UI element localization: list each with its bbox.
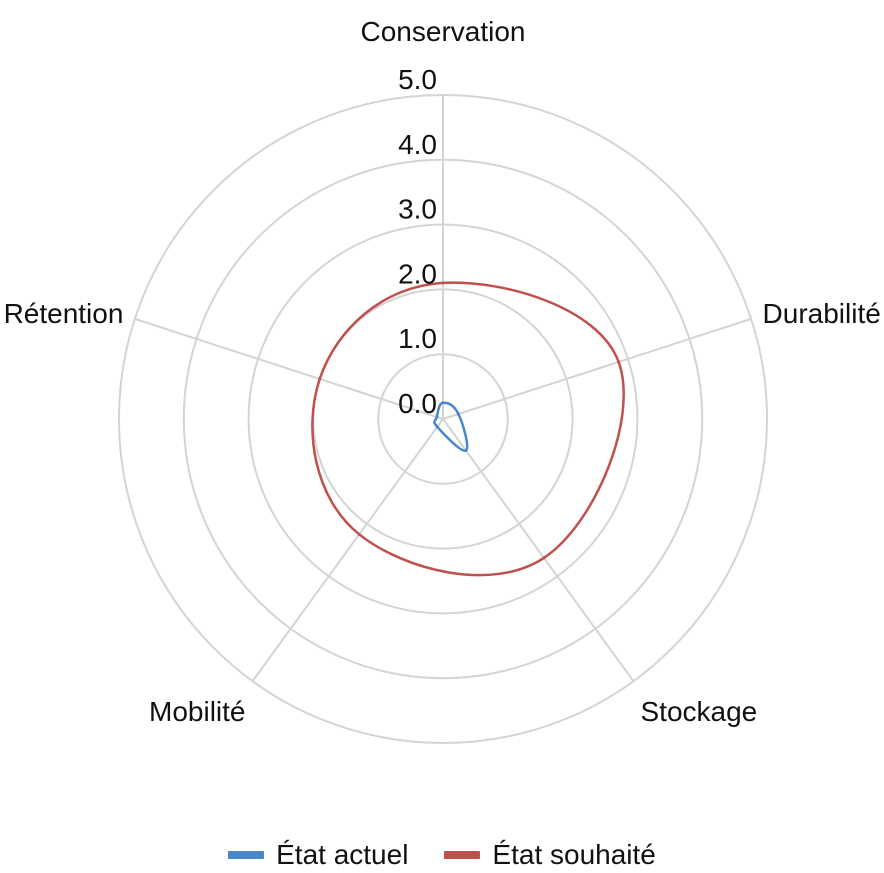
radar-series: [311, 281, 625, 577]
series-line-1: [311, 281, 625, 577]
spoke-4: [134, 317, 444, 420]
series-1-point-2: [542, 556, 546, 560]
legend-item-current[interactable]: État actuel: [228, 838, 408, 872]
axis-label-1: Durabilité: [763, 298, 881, 329]
spoke-2: [442, 418, 635, 682]
radar-spokes: [134, 95, 752, 682]
series-0-point-1: [456, 412, 460, 416]
tick-label-5: 5.0: [398, 64, 437, 95]
legend-swatch-current: [228, 851, 265, 859]
axis-labels: Conservation Durabilité Stockage Mobilité Ré…: [4, 16, 881, 727]
tick-label-2: 2.0: [398, 258, 437, 289]
legend-label-current: État actuel: [276, 839, 409, 870]
series-1-point-4: [318, 377, 322, 381]
series-line-0: [433, 401, 469, 452]
tick-label-3: 3.0: [398, 194, 437, 225]
series-0-point-3: [435, 425, 439, 429]
radial-tick-labels: 0.0 1.0 2.0 3.0 4.0 5.0: [398, 64, 437, 419]
legend: État actuel État souhaité: [0, 838, 884, 872]
spoke-1: [442, 317, 752, 420]
axis-label-4: Rétention: [4, 298, 124, 329]
series-0-point-0: [441, 401, 445, 405]
tick-label-1: 1.0: [398, 323, 437, 354]
legend-item-desired[interactable]: État souhaité: [444, 838, 656, 872]
legend-swatch-desired: [444, 851, 481, 859]
spoke-3: [251, 418, 444, 682]
legend-label-desired: État souhaité: [492, 839, 656, 870]
axis-label-3: Mobilité: [149, 696, 245, 727]
series-1-point-0: [441, 281, 445, 285]
series-0-point-2: [464, 448, 468, 452]
tick-label-0: 0.0: [398, 388, 437, 419]
series-0-point-4: [435, 415, 439, 419]
axis-label-0: Conservation: [361, 16, 526, 47]
tick-label-4: 4.0: [398, 129, 437, 160]
axis-label-2: Stockage: [640, 696, 757, 727]
series-1-point-3: [357, 532, 361, 536]
series-1-point-1: [617, 360, 621, 364]
